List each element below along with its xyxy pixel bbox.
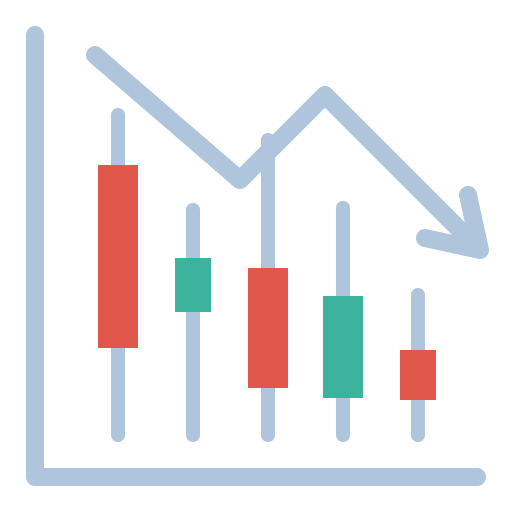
trend-polyline — [95, 55, 470, 240]
candlestick-downtrend-icon — [0, 0, 512, 512]
candle-body-3 — [323, 296, 363, 398]
candle-body-1 — [175, 258, 211, 312]
candle-body-2 — [248, 268, 288, 388]
candle-body-0 — [98, 165, 138, 348]
candle-body-4 — [400, 350, 436, 400]
trend-line — [95, 55, 480, 250]
